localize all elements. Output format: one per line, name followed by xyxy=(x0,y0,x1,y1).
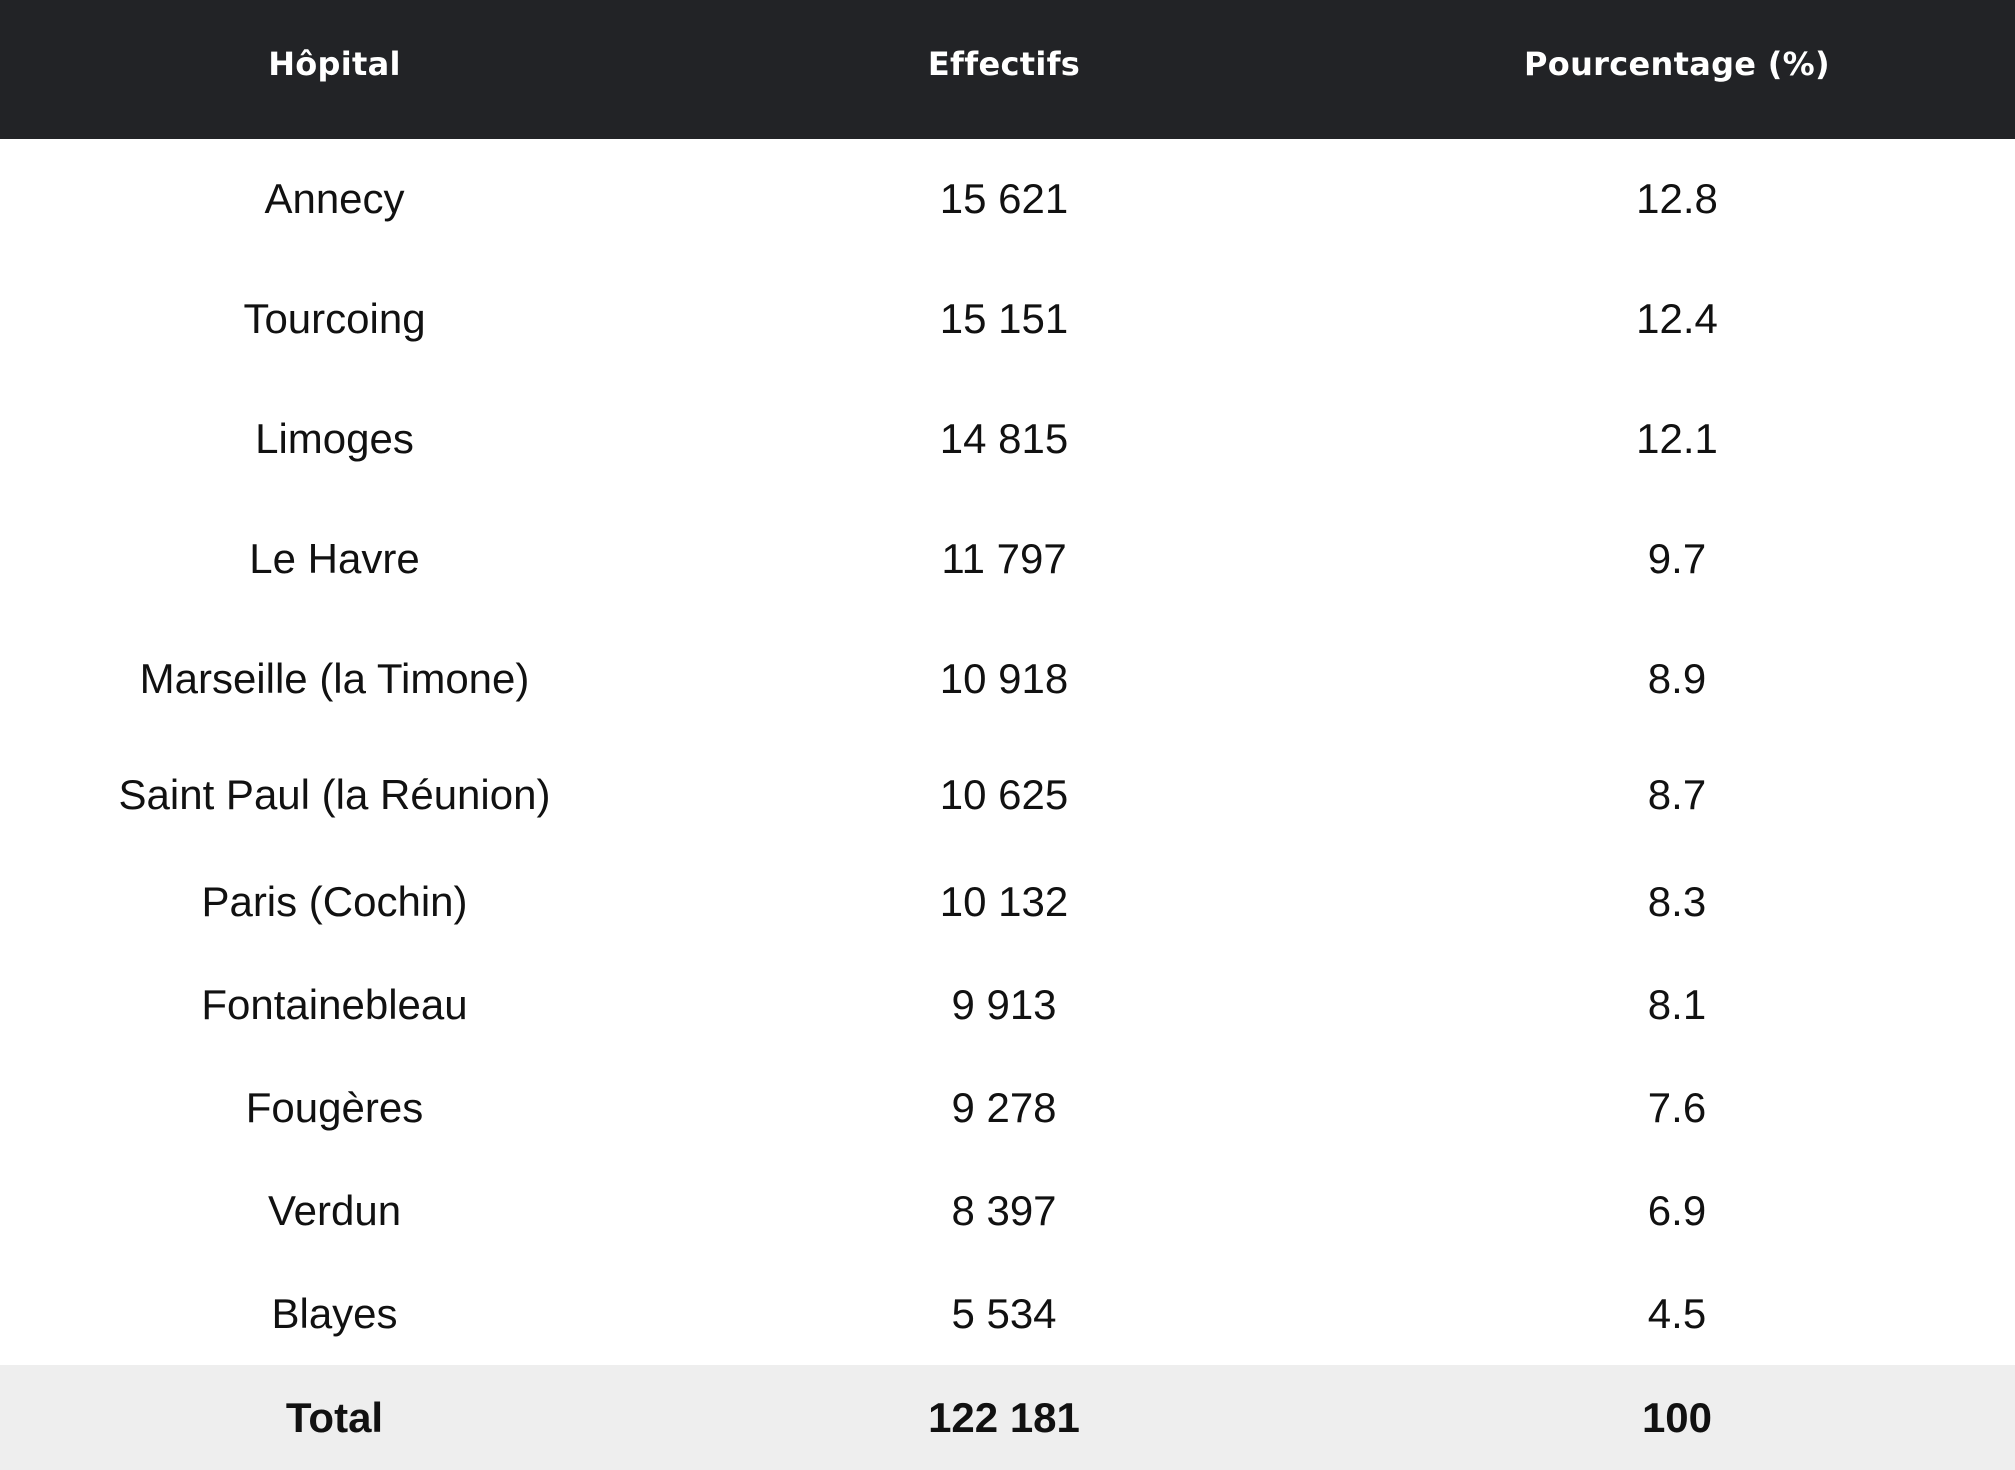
cell-pourcentage: 9.7 xyxy=(1647,535,1707,582)
cell-hopital: Le Havre xyxy=(249,535,420,582)
cell-hopital: Saint Paul (la Réunion) xyxy=(118,770,551,818)
total-pourcentage: 100 xyxy=(1641,1393,1713,1441)
cell-effectifs: 15 151 xyxy=(939,295,1069,342)
cell-effectifs: 9 913 xyxy=(951,980,1057,1028)
cell-pourcentage: 12.8 xyxy=(1636,175,1718,222)
cell-effectifs: 10 625 xyxy=(939,770,1069,818)
total-label: Total xyxy=(285,1393,384,1441)
total-effectifs: 122 181 xyxy=(928,1393,1080,1441)
cell-pourcentage: 4.5 xyxy=(1647,1289,1707,1337)
table-row: Tourcoing 15 151 12.4 xyxy=(0,259,2015,379)
table-body: Annecy 15 621 12.8 Tourcoing 15 151 12.4… xyxy=(0,139,2015,1365)
cell-hopital: Blayes xyxy=(271,1289,398,1337)
header-row: Hôpital Effectifs Pourcentage (%) xyxy=(0,0,2015,139)
table-row: Saint Paul (la Réunion) 10 625 8.7 xyxy=(0,739,2015,850)
total-row: Total 122 181 100 xyxy=(0,1365,2015,1470)
cell-hopital: Annecy xyxy=(264,175,405,222)
cell-hopital: Fontainebleau xyxy=(201,980,468,1028)
table-row: Blayes 5 534 4.5 xyxy=(0,1262,2015,1365)
table-row: Paris (Cochin) 10 132 8.3 xyxy=(0,850,2015,953)
cell-pourcentage: 8.7 xyxy=(1647,770,1707,818)
cell-hopital: Marseille (la Timone) xyxy=(139,655,530,702)
cell-pourcentage: 8.1 xyxy=(1647,980,1707,1028)
cell-effectifs: 11 797 xyxy=(941,535,1067,582)
table-row: Limoges 14 815 12.1 xyxy=(0,379,2015,499)
column-header-hopital: Hôpital xyxy=(268,44,401,83)
table-row: Le Havre 11 797 9.7 xyxy=(0,499,2015,619)
cell-hopital: Fougères xyxy=(245,1083,424,1131)
table-row: Fontainebleau 9 913 8.1 xyxy=(0,953,2015,1056)
cell-hopital: Verdun xyxy=(267,1186,402,1234)
cell-hopital: Limoges xyxy=(255,415,414,462)
cell-pourcentage: 12.4 xyxy=(1636,295,1718,342)
cell-effectifs: 10 918 xyxy=(939,655,1069,702)
table-row: Marseille (la Timone) 10 918 8.9 xyxy=(0,619,2015,739)
cell-pourcentage: 6.9 xyxy=(1647,1186,1707,1234)
cell-hopital: Paris (Cochin) xyxy=(201,877,468,925)
cell-effectifs: 10 132 xyxy=(939,877,1069,925)
cell-effectifs: 8 397 xyxy=(951,1186,1057,1234)
cell-effectifs: 5 534 xyxy=(951,1289,1057,1337)
cell-pourcentage: 8.9 xyxy=(1647,655,1707,702)
column-header-pourcentage: Pourcentage (%) xyxy=(1524,44,1830,83)
table-row: Verdun 8 397 6.9 xyxy=(0,1159,2015,1262)
cell-pourcentage: 12.1 xyxy=(1636,415,1718,462)
cell-effectifs: 15 621 xyxy=(939,175,1069,222)
cell-pourcentage: 8.3 xyxy=(1647,877,1707,925)
table-row: Annecy 15 621 12.8 xyxy=(0,139,2015,259)
cell-effectifs: 9 278 xyxy=(951,1083,1057,1131)
cell-effectifs: 14 815 xyxy=(939,415,1069,462)
table-footer: Total 122 181 100 xyxy=(0,1365,2015,1470)
cell-pourcentage: 7.6 xyxy=(1647,1083,1707,1131)
cell-hopital: Tourcoing xyxy=(243,295,426,342)
table-row: Fougères 9 278 7.6 xyxy=(0,1056,2015,1159)
column-header-effectifs: Effectifs xyxy=(927,44,1081,83)
table-header: Hôpital Effectifs Pourcentage (%) xyxy=(0,0,2015,139)
